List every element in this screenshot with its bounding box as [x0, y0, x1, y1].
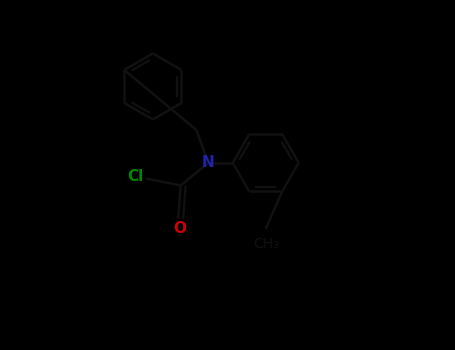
- Text: N: N: [202, 155, 215, 170]
- Text: O: O: [173, 221, 187, 236]
- Text: CH₃: CH₃: [253, 238, 278, 252]
- Text: Cl: Cl: [127, 169, 143, 184]
